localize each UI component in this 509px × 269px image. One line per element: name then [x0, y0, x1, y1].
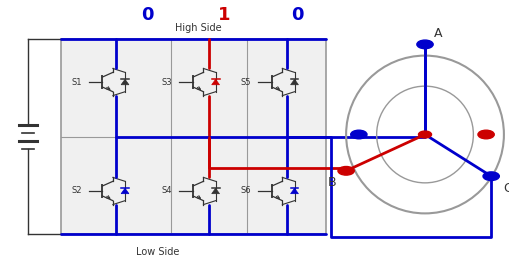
- Text: High Side: High Side: [175, 23, 222, 33]
- Text: S4: S4: [162, 186, 172, 196]
- Circle shape: [478, 130, 494, 139]
- Text: S1: S1: [71, 77, 81, 87]
- Polygon shape: [212, 79, 219, 85]
- Polygon shape: [121, 188, 129, 194]
- Text: B: B: [328, 176, 336, 189]
- Text: 1: 1: [218, 6, 230, 24]
- Polygon shape: [121, 79, 129, 85]
- Circle shape: [351, 130, 367, 139]
- Text: 0: 0: [142, 6, 154, 24]
- Text: A: A: [434, 27, 442, 40]
- Text: S6: S6: [241, 186, 251, 196]
- Text: S2: S2: [71, 186, 81, 196]
- FancyBboxPatch shape: [61, 39, 326, 234]
- Text: 0: 0: [292, 6, 304, 24]
- Polygon shape: [212, 188, 219, 194]
- Text: Low Side: Low Side: [136, 246, 180, 257]
- Text: S3: S3: [162, 77, 172, 87]
- Polygon shape: [291, 188, 298, 194]
- Text: C: C: [503, 182, 509, 195]
- Circle shape: [417, 40, 433, 49]
- Circle shape: [483, 172, 499, 180]
- Text: S5: S5: [241, 77, 251, 87]
- Circle shape: [338, 167, 354, 175]
- Polygon shape: [291, 79, 298, 85]
- Circle shape: [418, 131, 432, 138]
